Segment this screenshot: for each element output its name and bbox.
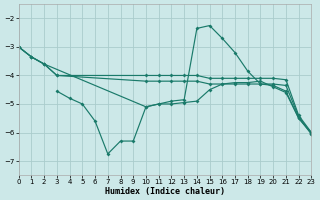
X-axis label: Humidex (Indice chaleur): Humidex (Indice chaleur) bbox=[105, 187, 225, 196]
